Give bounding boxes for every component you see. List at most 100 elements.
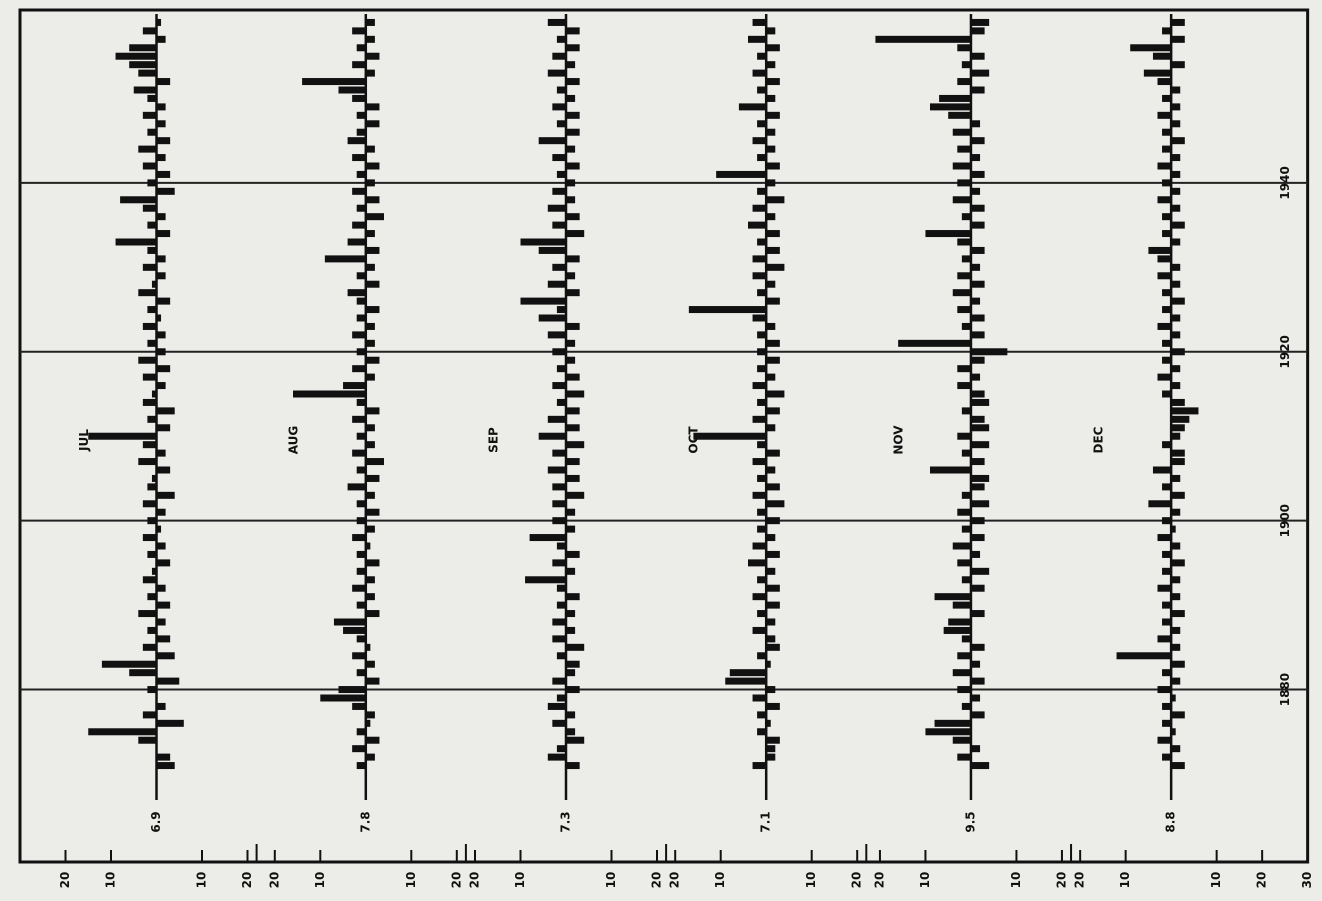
- bar: [356, 728, 366, 736]
- bar: [538, 246, 566, 254]
- bar: [352, 331, 366, 339]
- bar: [566, 111, 580, 119]
- bar: [752, 415, 767, 423]
- bar: [365, 660, 375, 668]
- bar: [147, 593, 157, 601]
- bar: [556, 86, 566, 94]
- bar: [1171, 314, 1181, 322]
- bar: [1157, 584, 1172, 592]
- bar: [365, 491, 375, 499]
- bar: [752, 382, 767, 390]
- bar: [147, 686, 157, 694]
- bar: [566, 78, 580, 86]
- bar: [156, 407, 175, 415]
- bar: [1171, 348, 1185, 356]
- bar: [1171, 407, 1199, 415]
- bar: [356, 432, 366, 440]
- bar: [957, 686, 971, 694]
- y-tick-label: 20: [1255, 872, 1269, 889]
- bar: [142, 322, 157, 330]
- bar: [552, 449, 566, 457]
- bar: [556, 35, 566, 43]
- bar: [156, 187, 175, 195]
- bar: [748, 559, 767, 567]
- bar: [352, 534, 366, 542]
- bar: [1157, 686, 1172, 694]
- bar: [1157, 373, 1172, 381]
- bar: [766, 145, 776, 153]
- bar: [156, 618, 166, 626]
- bar: [1171, 18, 1185, 26]
- bar: [1152, 52, 1172, 60]
- bar: [930, 103, 971, 111]
- bar: [766, 263, 785, 271]
- bar: [952, 128, 971, 136]
- bar: [1157, 322, 1172, 330]
- bar: [957, 44, 971, 52]
- bar: [1162, 601, 1172, 609]
- normal-label: 6.9: [149, 811, 163, 832]
- y-tick-label: 20: [1054, 872, 1068, 889]
- bar: [957, 432, 971, 440]
- bar: [970, 86, 985, 94]
- bar: [142, 576, 157, 584]
- bar: [566, 356, 576, 364]
- bar: [970, 517, 985, 525]
- bar: [1162, 390, 1172, 398]
- bar: [566, 196, 576, 204]
- y-tick-label: 10: [918, 872, 932, 889]
- bar: [566, 94, 576, 102]
- bar: [1171, 86, 1181, 94]
- bar: [566, 491, 585, 499]
- bar: [970, 762, 990, 770]
- bar: [766, 280, 776, 288]
- bar: [156, 702, 166, 710]
- bar: [970, 550, 981, 558]
- bar: [556, 584, 566, 592]
- bar: [1171, 432, 1181, 440]
- bar: [757, 728, 767, 736]
- bar: [757, 508, 767, 516]
- bar: [566, 626, 576, 634]
- bar: [147, 517, 157, 525]
- bar: [142, 263, 157, 271]
- bar: [356, 170, 366, 178]
- bar: [925, 728, 971, 736]
- bar: [757, 348, 767, 356]
- bar: [365, 103, 380, 111]
- bar: [156, 272, 166, 280]
- bar: [1171, 762, 1185, 770]
- bar: [556, 694, 566, 702]
- bar: [566, 424, 580, 432]
- bar: [356, 550, 366, 558]
- bar: [566, 525, 576, 533]
- bar: [365, 424, 375, 432]
- bar: [752, 204, 767, 212]
- bar: [961, 213, 971, 221]
- bar: [156, 525, 162, 533]
- bar: [766, 686, 776, 694]
- bar: [352, 61, 366, 69]
- bar: [365, 407, 380, 415]
- bar: [970, 314, 985, 322]
- bar: [1171, 398, 1185, 406]
- bar: [156, 584, 166, 592]
- bar: [552, 348, 566, 356]
- bar: [970, 27, 985, 35]
- bar: [1171, 559, 1185, 567]
- bar: [766, 719, 771, 727]
- bar: [365, 280, 380, 288]
- bar: [766, 424, 776, 432]
- bar: [365, 322, 375, 330]
- bar: [365, 213, 384, 221]
- bar: [757, 441, 767, 449]
- y-tick-label: 20: [267, 872, 281, 889]
- bar: [970, 348, 1008, 356]
- bar: [151, 567, 157, 575]
- bar: [766, 534, 776, 542]
- bar: [1171, 542, 1181, 550]
- bar: [766, 356, 780, 364]
- y-tick-label: 20: [668, 872, 682, 889]
